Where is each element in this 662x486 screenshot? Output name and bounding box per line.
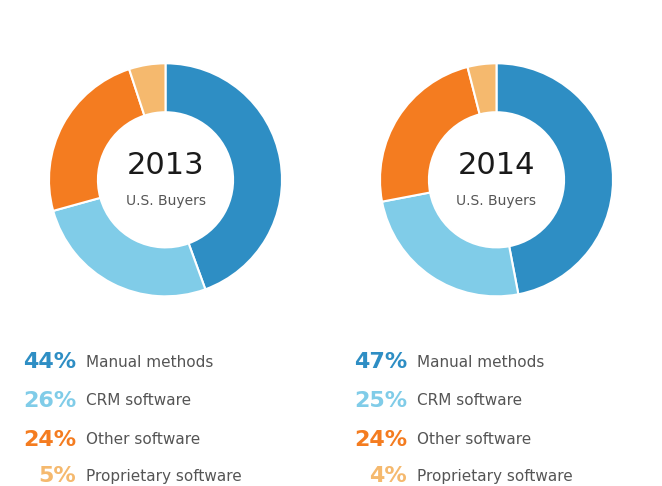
Text: Manual methods: Manual methods [417,355,544,369]
Text: Manual methods: Manual methods [86,355,213,369]
Text: CRM software: CRM software [417,394,522,408]
Text: 2013: 2013 [126,151,205,180]
Wedge shape [496,63,613,294]
Text: Other software: Other software [86,433,201,447]
Wedge shape [49,69,144,211]
Wedge shape [382,192,518,296]
Wedge shape [166,63,282,289]
Wedge shape [380,67,480,202]
Text: U.S. Buyers: U.S. Buyers [457,194,536,208]
Text: CRM software: CRM software [86,394,191,408]
Text: 24%: 24% [354,430,407,450]
Text: 44%: 44% [23,352,76,372]
Wedge shape [129,63,166,116]
Text: U.S. Buyers: U.S. Buyers [126,194,205,208]
Text: Proprietary software: Proprietary software [417,469,573,484]
Text: 2014: 2014 [457,151,536,180]
Wedge shape [53,198,205,296]
Text: 47%: 47% [354,352,407,372]
Text: Proprietary software: Proprietary software [86,469,242,484]
Text: 5%: 5% [38,466,76,486]
Text: 4%: 4% [369,466,407,486]
Wedge shape [467,63,496,114]
Text: 26%: 26% [23,391,76,411]
Text: 25%: 25% [354,391,407,411]
Text: 24%: 24% [23,430,76,450]
Text: Other software: Other software [417,433,532,447]
